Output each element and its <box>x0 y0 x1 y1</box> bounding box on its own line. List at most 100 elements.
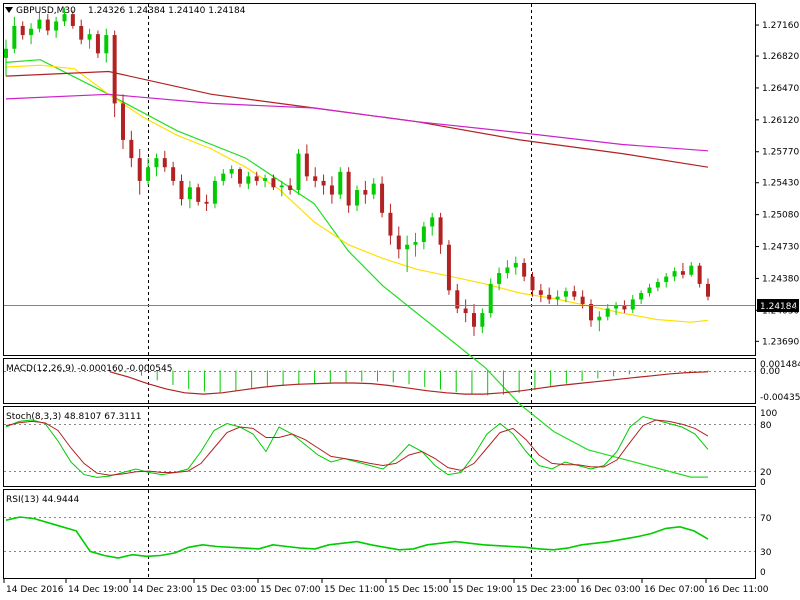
candle <box>589 299 593 327</box>
candle-body <box>37 19 42 29</box>
candle-body <box>346 171 351 206</box>
candle-body <box>655 282 660 288</box>
candle <box>572 285 577 301</box>
macd-label: MACD(12,26,9) -0.000160 -0.000545 <box>6 364 172 374</box>
candle <box>706 278 710 301</box>
candle <box>622 300 627 314</box>
candle-body <box>689 265 694 275</box>
candle <box>430 212 435 236</box>
candle-body <box>446 244 451 291</box>
candle <box>246 171 251 190</box>
candle-body <box>505 267 510 273</box>
candle <box>12 16 17 54</box>
stoch-tick-label: 100 <box>760 409 777 419</box>
candle-body <box>221 173 226 181</box>
time-tick-label: 15 Dec 11:00 <box>324 585 385 595</box>
candle-body <box>430 217 435 227</box>
candle <box>171 161 176 186</box>
candle <box>4 39 8 77</box>
candle <box>405 235 410 273</box>
candle-body <box>79 25 84 40</box>
candle <box>630 294 635 314</box>
candle-body <box>329 185 334 195</box>
candle <box>179 174 184 206</box>
candle <box>480 308 485 334</box>
candle <box>538 283 543 303</box>
candle-body <box>405 244 410 250</box>
symbol-arrow-icon[interactable] <box>5 7 13 13</box>
candle <box>221 169 226 186</box>
candle-body <box>187 187 192 200</box>
candle-body <box>54 21 59 31</box>
candle <box>196 183 201 206</box>
candle <box>187 180 192 209</box>
price-tick-label: 1.24030 <box>762 306 799 316</box>
candle <box>313 167 318 188</box>
price-tick-label: 1.26470 <box>762 84 799 94</box>
candle <box>304 144 309 181</box>
candle-body <box>70 14 75 26</box>
candle-body <box>313 176 318 181</box>
candle-body <box>196 187 201 202</box>
candle-body <box>547 294 552 300</box>
candle-body <box>530 276 535 291</box>
candle-body <box>380 183 385 213</box>
time-tick-label: 14 Dec 23:00 <box>132 585 193 595</box>
candle-body <box>4 48 8 58</box>
current-price-marker <box>757 299 799 312</box>
candle-body <box>597 316 602 321</box>
candle <box>689 262 694 277</box>
rsi-line <box>5 516 709 559</box>
ma-line-ma_yellow <box>5 64 709 323</box>
price-tick-label: 1.27160 <box>762 21 799 31</box>
candle-body <box>121 103 125 140</box>
macd-tick-label: -0.004354 <box>760 393 800 403</box>
candle <box>455 283 460 314</box>
candle <box>296 149 301 195</box>
candle-body <box>288 185 293 191</box>
candle-body <box>212 180 217 204</box>
candle-body <box>29 28 34 36</box>
candle-body <box>522 262 527 277</box>
candle <box>146 158 151 186</box>
candle-body <box>580 296 585 304</box>
candle-body <box>630 299 635 310</box>
candle-body <box>229 169 234 174</box>
candle <box>87 28 92 49</box>
candle-body <box>45 19 50 31</box>
candle-body <box>488 283 493 314</box>
candle-body <box>296 153 301 191</box>
candle-body <box>271 178 276 188</box>
stoch-k-line <box>5 415 709 478</box>
macd-indicator <box>109 370 709 396</box>
candle <box>338 167 343 200</box>
candle <box>505 260 510 279</box>
candle-body <box>563 291 568 297</box>
time-tick-label: 15 Dec 15:00 <box>388 585 449 595</box>
current-price-label: 1.24184 <box>760 302 797 312</box>
candle-body <box>396 235 401 250</box>
stoch-panel-frame <box>3 406 756 487</box>
candle <box>497 267 502 291</box>
candle-body <box>455 290 460 309</box>
candle <box>438 212 443 254</box>
price-tick-label: 1.26820 <box>762 52 799 62</box>
candle <box>605 303 610 321</box>
candle-body <box>137 158 142 181</box>
macd-tick-label: 0.001484 <box>760 360 800 370</box>
price-tick-label: 1.24730 <box>762 243 799 253</box>
candle <box>104 28 109 63</box>
candle <box>212 176 217 209</box>
candle <box>95 30 100 58</box>
candle <box>522 258 527 282</box>
candle <box>121 94 125 150</box>
candle-body <box>338 171 343 195</box>
stochastic-indicator <box>5 415 709 478</box>
candle-body <box>87 34 92 40</box>
candle-body <box>154 158 159 168</box>
price-tick-label: 1.25430 <box>762 179 799 189</box>
candle-body <box>171 167 176 181</box>
candle-body <box>664 276 669 283</box>
candle-body <box>246 176 251 184</box>
